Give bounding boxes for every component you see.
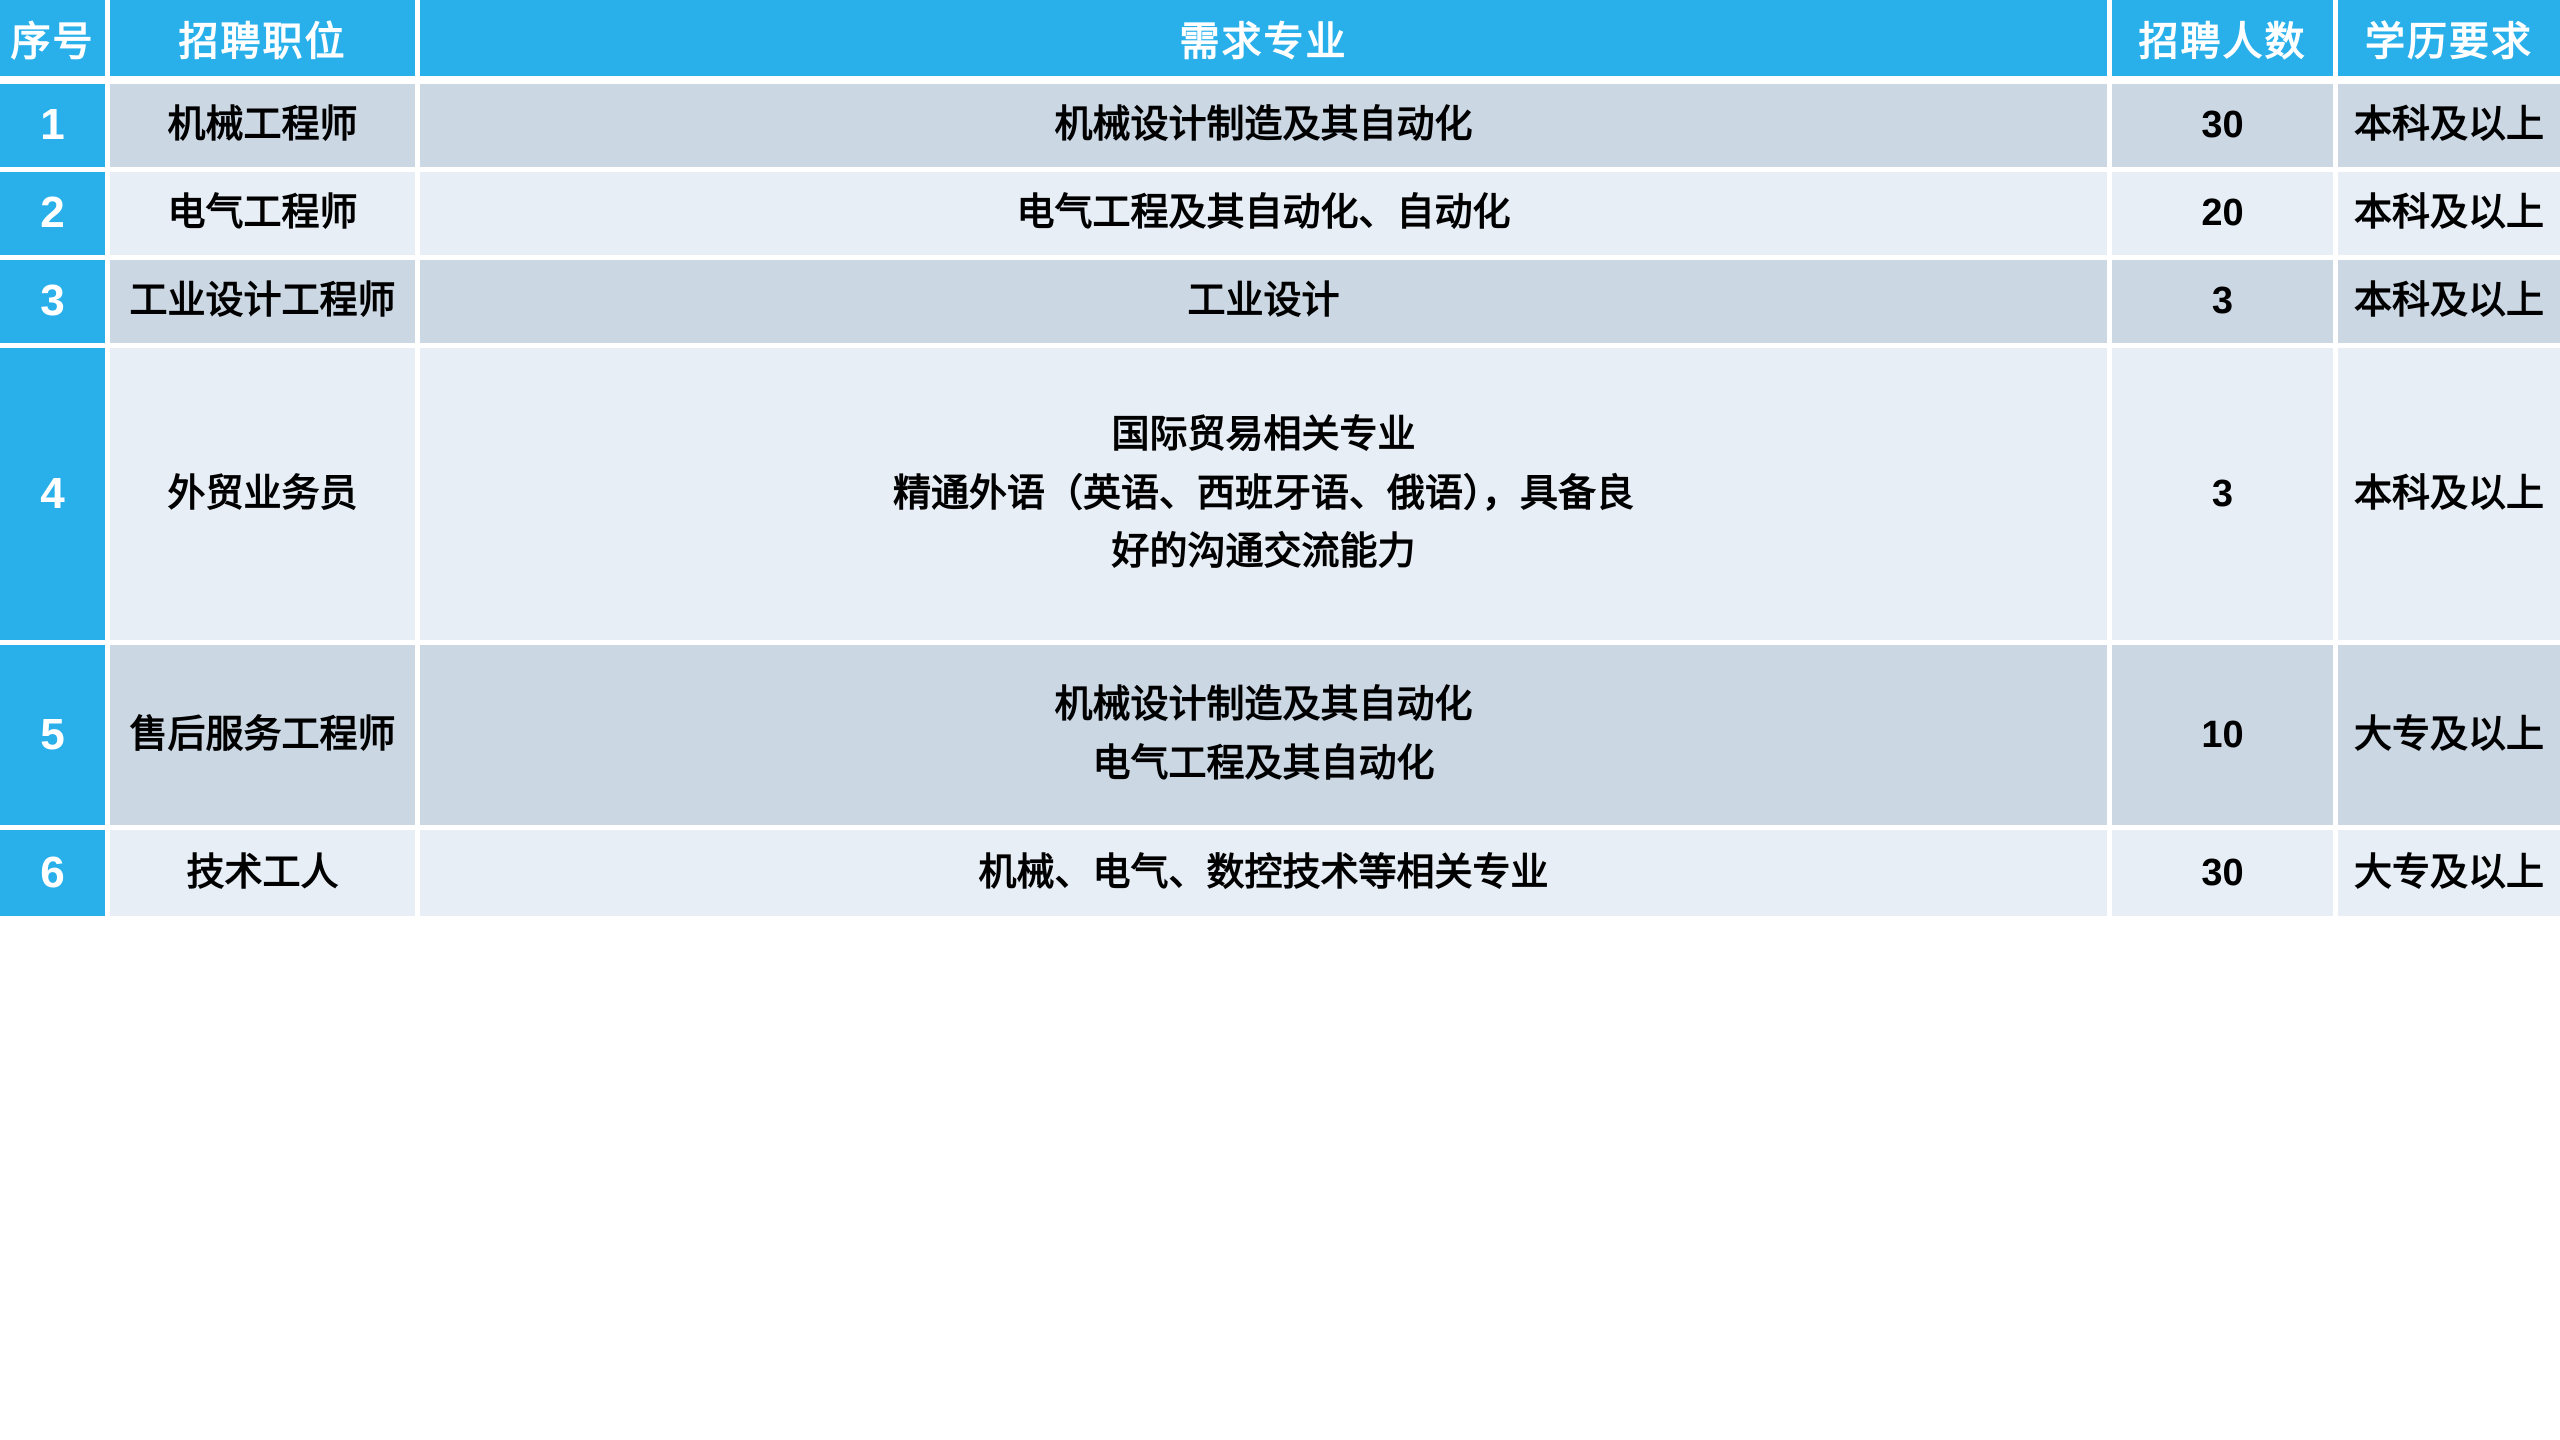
table-row: 3 工业设计工程师 工业设计 3 本科及以上 [0, 260, 2560, 348]
cell-major: 机械、电气、数控技术等相关专业 [420, 830, 2112, 916]
cell-headcount: 3 [2112, 348, 2338, 645]
table-body: 1 机械工程师 机械设计制造及其自动化 30 本科及以上 2 电气工程师 电气工… [0, 84, 2560, 916]
major-line: 机械设计制造及其自动化 [1054, 684, 1473, 727]
table-row: 1 机械工程师 机械设计制造及其自动化 30 本科及以上 [0, 84, 2560, 172]
cell-seq: 4 [0, 348, 110, 645]
major-line-group: 国际贸易相关专业 精通外语（英语、西班牙语、俄语），具备良 好的沟通交流能力 [428, 406, 2099, 583]
major-line-group: 电气工程及其自动化、自动化 [428, 184, 2099, 243]
table-row: 6 技术工人 机械、电气、数控技术等相关专业 30 大专及以上 [0, 830, 2560, 916]
cell-education: 本科及以上 [2338, 348, 2560, 645]
cell-education: 本科及以上 [2338, 84, 2560, 172]
table-row: 2 电气工程师 电气工程及其自动化、自动化 20 本科及以上 [0, 172, 2560, 260]
cell-seq: 2 [0, 172, 110, 260]
major-line-group: 机械设计制造及其自动化 [428, 96, 2099, 155]
cell-position: 电气工程师 [110, 172, 420, 260]
column-header-headcount: 招聘人数 [2112, 0, 2338, 84]
major-line: 机械、电气、数控技术等相关专业 [978, 851, 1549, 894]
cell-education: 大专及以上 [2338, 645, 2560, 830]
cell-headcount: 10 [2112, 645, 2338, 830]
major-line-group: 机械设计制造及其自动化 电气工程及其自动化 [428, 676, 2099, 794]
cell-seq: 1 [0, 84, 110, 172]
table-header: 序号 招聘职位 需求专业 招聘人数 学历要求 [0, 0, 2560, 84]
cell-seq: 3 [0, 260, 110, 348]
major-line-group: 工业设计 [428, 272, 2099, 331]
cell-headcount: 3 [2112, 260, 2338, 348]
major-line: 精通外语（英语、西班牙语、俄语），具备良 [892, 472, 1634, 515]
major-line-group: 机械、电气、数控技术等相关专业 [428, 844, 2099, 903]
cell-major: 机械设计制造及其自动化 电气工程及其自动化 [420, 645, 2112, 830]
cell-headcount: 20 [2112, 172, 2338, 260]
table-row: 4 外贸业务员 国际贸易相关专业 精通外语（英语、西班牙语、俄语），具备良 好的… [0, 348, 2560, 645]
cell-position: 外贸业务员 [110, 348, 420, 645]
cell-headcount: 30 [2112, 830, 2338, 916]
cell-major: 电气工程及其自动化、自动化 [420, 172, 2112, 260]
cell-position: 机械工程师 [110, 84, 420, 172]
header-row: 序号 招聘职位 需求专业 招聘人数 学历要求 [0, 0, 2560, 84]
cell-position: 售后服务工程师 [110, 645, 420, 830]
column-header-seq: 序号 [0, 0, 110, 84]
column-header-education: 学历要求 [2338, 0, 2560, 84]
recruitment-table: 序号 招聘职位 需求专业 招聘人数 学历要求 1 机械工程师 机械设计制造及其自… [0, 0, 2560, 916]
table-row: 5 售后服务工程师 机械设计制造及其自动化 电气工程及其自动化 10 大专及以上 [0, 645, 2560, 830]
major-line: 工业设计 [1187, 280, 1340, 323]
cell-position: 技术工人 [110, 830, 420, 916]
major-line: 电气工程及其自动化、自动化 [1016, 192, 1511, 235]
cell-headcount: 30 [2112, 84, 2338, 172]
cell-education: 本科及以上 [2338, 260, 2560, 348]
cell-major: 工业设计 [420, 260, 2112, 348]
major-line: 国际贸易相关专业 [1111, 413, 1416, 456]
major-line: 电气工程及其自动化 [1092, 743, 1435, 785]
cell-education: 大专及以上 [2338, 830, 2560, 916]
cell-major: 国际贸易相关专业 精通外语（英语、西班牙语、俄语），具备良 好的沟通交流能力 [420, 348, 2112, 645]
cell-education: 本科及以上 [2338, 172, 2560, 260]
cell-seq: 6 [0, 830, 110, 916]
column-header-major: 需求专业 [420, 0, 2112, 84]
cell-position: 工业设计工程师 [110, 260, 420, 348]
cell-major: 机械设计制造及其自动化 [420, 84, 2112, 172]
column-header-position: 招聘职位 [110, 0, 420, 84]
major-line: 机械设计制造及其自动化 [1054, 104, 1473, 147]
cell-seq: 5 [0, 645, 110, 830]
major-line: 好的沟通交流能力 [1111, 531, 1416, 574]
